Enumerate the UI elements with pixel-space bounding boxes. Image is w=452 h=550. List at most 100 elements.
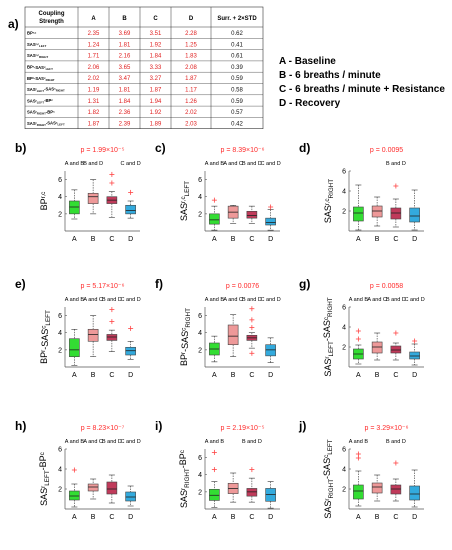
y-tick-label: 4 [342,325,346,332]
panel-label: g) [299,277,310,291]
table-value-cell: 1.25 [185,42,197,48]
significance-label: B and D [242,161,262,167]
box-C [390,345,402,354]
table-value-cell: 3.51 [150,31,162,37]
box-C [390,484,402,495]
x-tick-label: A [212,236,217,243]
significance-label: A and C [223,161,243,167]
panel-label: i) [155,419,162,433]
table-value-cell: 2.36 [119,110,131,116]
table-threshold-cell: 0.41 [231,42,243,48]
table-value-cell: 2.35 [88,31,100,37]
x-tick-label: C [393,514,398,521]
outlier-marker [268,204,274,210]
y-tick-label: 4 [198,194,202,201]
table-corner-line2: Strength [39,19,64,25]
table-value-cell: 1.84 [150,54,162,60]
x-tick-label: B [91,372,96,379]
significance-label: A and B [65,439,85,445]
table-value-cell: 1.81 [119,88,131,94]
x-tick-label: B [375,236,380,243]
table-value-cell: 1.92 [150,42,162,48]
table-value-cell: 1.71 [88,54,100,60]
table-value-cell: 1.17 [185,88,197,94]
table-row-label: SASr,cRIGHT [27,53,48,59]
outlier-marker [249,325,255,331]
y-tick-label: 4 [198,472,202,479]
table-value-cell: 1.87 [185,76,197,82]
outlier-marker [71,467,77,473]
outlier-marker [211,449,217,455]
y-tick-label: 2 [58,347,62,354]
y-tick-label: 6 [198,313,202,320]
table-value-cell: 1.84 [119,99,131,105]
box-D [409,351,420,360]
box-A [69,338,80,358]
outlier-marker [109,180,115,186]
table-header-cell: A [91,16,96,22]
y-tick-label: 6 [58,313,62,320]
outlier-marker [109,319,115,325]
table-value-cell: 2.28 [185,31,197,37]
outlier-marker [109,307,115,313]
box-A [69,200,80,215]
y-tick-label: 2 [342,345,346,352]
table-row-label: BPr-SAScLEFT [27,64,53,70]
table-value-cell: 2.08 [185,65,197,71]
table-value-cell: 3.27 [150,76,162,82]
p-value: p = 8.23×10⁻⁷ [81,425,125,432]
table-threshold-cell: 0.59 [231,99,243,105]
table-value-cell: 3.69 [119,31,131,37]
boxplot-panel: d) p = 0.0095 B and D 2 4 6 A B C D SASr,cRIGHT [299,141,424,243]
y-tick-label: 2 [342,209,346,216]
p-value: p = 5.17×10⁻⁶ [81,283,125,290]
y-tick-label: 6 [342,169,346,176]
table-value-cell: 2.02 [185,110,197,116]
table-threshold-cell: 0.62 [231,31,243,37]
p-value: p = 8.39×10⁻⁶ [221,147,265,154]
table-value-cell: 1.24 [88,42,100,48]
significance-label: C and D [121,439,141,445]
box-B [371,482,383,494]
table-value-cell: 1.82 [88,110,100,116]
legend-item: B - 6 breaths / minute [279,70,381,81]
outlier-marker [355,455,361,461]
x-tick-label: D [128,236,133,243]
x-tick-label: D [268,236,273,243]
x-tick-label: B [91,514,96,521]
table-threshold-cell: 0.61 [231,54,243,60]
box-C [106,334,118,341]
y-axis-label: SASr,cLEFT [179,181,191,221]
outlier-marker [393,330,399,336]
y-tick-label: 6 [58,177,62,184]
condition-legend: A - Baseline B - 6 breaths / minute C - 6 … [279,56,445,109]
p-value: p = 0.0076 [226,283,259,290]
p-value: p = 0.0095 [370,147,403,154]
panel-label: e) [15,277,26,291]
outlier-marker [211,197,217,203]
x-tick-label: A [356,236,361,243]
table-value-cell: 1.92 [150,110,162,116]
table-value-cell: 2.06 [88,65,100,71]
x-tick-label: B [231,514,236,521]
significance-label: B and D [83,161,103,167]
table-header-cell: C [153,16,158,22]
table-threshold-cell: 0.59 [231,76,243,82]
y-axis-label: SASrRIGHT-BPc [178,450,191,508]
y-tick-label: 4 [58,194,62,201]
significance-label: B and D [242,297,262,303]
y-tick-label: 4 [58,330,62,337]
table-value-cell: 1.94 [150,99,162,105]
table-header-cell: D [189,16,194,22]
box-A [353,484,364,500]
table-border [24,6,264,129]
y-tick-label: 6 [198,455,202,462]
box-D [125,491,136,502]
table-threshold-cell: 0.39 [231,65,243,71]
x-tick-label: D [268,514,273,521]
significance-label: B and D [386,439,406,445]
